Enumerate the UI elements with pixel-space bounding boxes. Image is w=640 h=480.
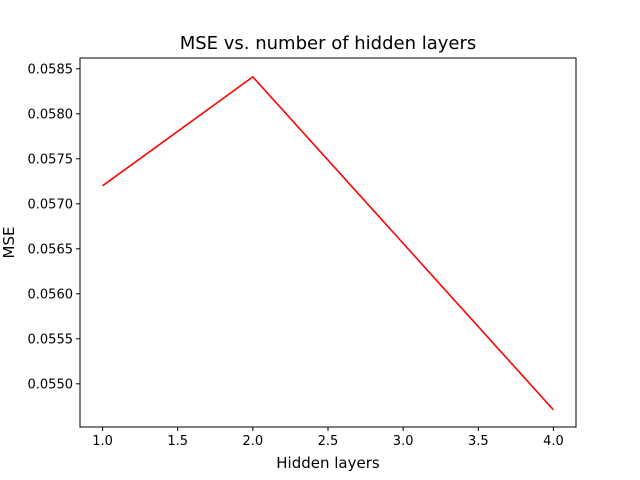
series-layer [102,76,555,411]
series-line [102,76,555,411]
y-tick-label: 0.0575 [28,152,74,167]
x-tick-label: 2.5 [318,434,339,449]
y-axis-title: MSE [0,227,18,259]
y-tick-label: 0.0560 [28,287,74,302]
x-tick-label: 3.0 [393,434,414,449]
chart-title: MSE vs. number of hidden layers [180,33,477,54]
x-axis: 1.0 1.5 2.0 2.5 3.0 3.5 4.0 [92,427,564,449]
x-tick-label: 4.0 [543,434,564,449]
x-tick-label: 1.5 [167,434,188,449]
x-tick-label: 1.0 [92,434,113,449]
y-tick-label: 0.0550 [28,377,74,392]
y-tick-label: 0.0585 [28,62,74,77]
y-tick-label: 0.0570 [28,197,74,212]
plot-area [80,58,576,427]
y-tick-label: 0.0565 [28,242,74,257]
x-tick-label: 2.0 [243,434,264,449]
x-tick-label: 3.5 [468,434,489,449]
y-tick-label: 0.0555 [28,332,74,347]
y-axis: 0.0550 0.0555 0.0560 0.0565 0.0570 0.0575 0.05… [28,62,80,392]
x-axis-title: Hidden layers [276,454,380,472]
y-tick-label: 0.0580 [28,107,74,122]
